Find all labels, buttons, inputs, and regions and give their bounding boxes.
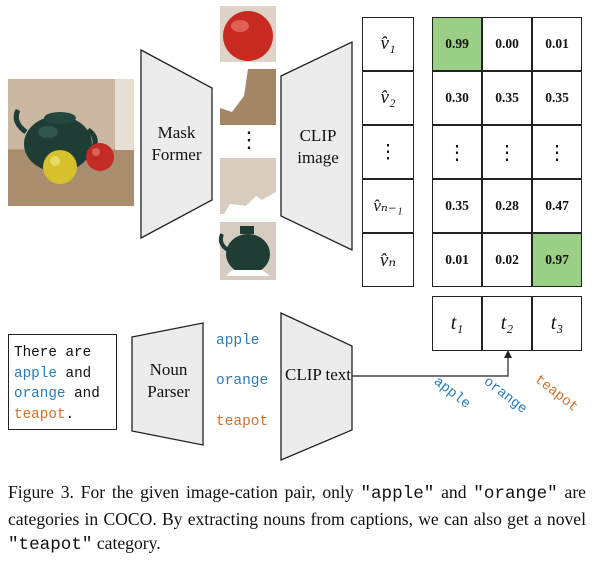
- mask-thumb-2: [220, 69, 276, 125]
- similarity-cell: 0.30: [432, 71, 482, 125]
- maskformer-block: [140, 48, 213, 240]
- input-caption-line-2: apple and: [14, 365, 92, 382]
- mask-thumb-teapot: [218, 222, 276, 280]
- maskformer-label: Mask Former: [151, 123, 202, 164]
- similarity-cell: 0.35: [432, 179, 482, 233]
- similarity-cell: 0.35: [532, 71, 582, 125]
- text-embedding-3: t₃: [532, 296, 582, 351]
- clip-text-label: CLIP text: [285, 365, 351, 384]
- similarity-cell: 0.28: [482, 179, 532, 233]
- caption-quote-orange: "orange": [473, 484, 558, 504]
- caption-word-teapot: teapot: [14, 406, 66, 423]
- mask-thumbnails-ellipsis: ⋮: [238, 127, 260, 152]
- input-caption-box: There are apple and orange and teapot.: [8, 334, 117, 430]
- noun-apple: apple: [216, 333, 260, 349]
- similarity-cell: 0.01: [432, 233, 482, 287]
- mask-thumb-apple: [220, 6, 276, 62]
- figure-caption: Figure 3. For the given image-cation pai…: [8, 482, 586, 555]
- similarity-cell: 0.99: [432, 17, 482, 71]
- mask-embedding-2: v̂₂: [362, 71, 414, 125]
- caption-word-orange: orange: [14, 386, 66, 402]
- input-photo: [8, 79, 134, 206]
- mask-thumb-n1: [220, 158, 276, 214]
- input-caption-line-3: orange and: [14, 386, 100, 402]
- similarity-cell: ⋮: [532, 125, 582, 179]
- similarity-cell: ⋮: [432, 125, 482, 179]
- caption-quote-apple: "apple": [360, 484, 435, 504]
- noun-teapot: teapot: [216, 414, 269, 430]
- clip-text-block: [280, 311, 353, 461]
- pipeline-diagram: [8, 6, 512, 461]
- caption-quote-teapot: "teapot": [8, 535, 93, 555]
- similarity-cell: ⋮: [482, 125, 532, 179]
- similarity-cell: 0.01: [532, 17, 582, 71]
- similarity-cell: 0.97: [532, 233, 582, 287]
- input-caption-line-4: teapot.: [14, 406, 75, 423]
- text-embedding-2: t₂: [482, 296, 532, 351]
- text-embedding-1: t₁: [432, 296, 482, 351]
- similarity-cell: 0.35: [482, 71, 532, 125]
- noun-parser-block: [131, 322, 204, 446]
- similarity-cell: 0.47: [532, 179, 582, 233]
- text-embedding-arrow: [352, 350, 512, 377]
- clip-image-label: CLIP image: [297, 126, 339, 167]
- mask-embedding-n-minus-1: v̂ₙ₋₁: [362, 179, 414, 233]
- noun-parser-label: Noun Parser: [147, 360, 190, 401]
- similarity-cell: 0.02: [482, 233, 532, 287]
- clip-image-block: [280, 40, 353, 252]
- mask-embedding-ellipsis: ⋮: [362, 125, 414, 179]
- caption-word-apple: apple: [14, 365, 57, 382]
- input-caption-line-1: There are: [14, 345, 92, 361]
- mask-embedding-n: v̂ₙ: [362, 233, 414, 287]
- noun-orange: orange: [216, 373, 269, 389]
- mask-embedding-1: v̂₁: [362, 17, 414, 71]
- similarity-cell: 0.00: [482, 17, 532, 71]
